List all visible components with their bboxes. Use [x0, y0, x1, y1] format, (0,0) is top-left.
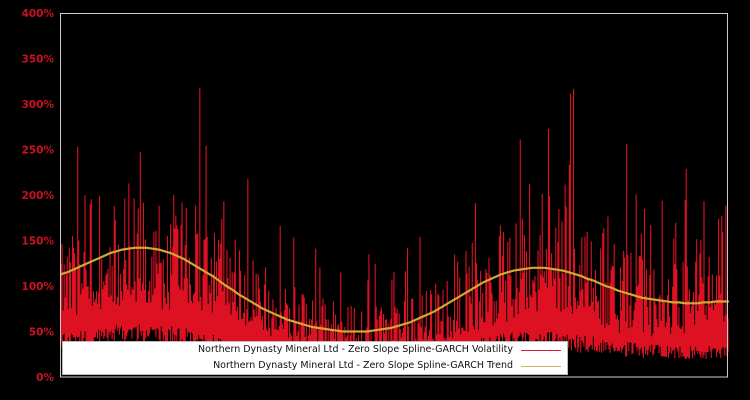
legend-label-volatility: Northern Dynasty Mineral Ltd - Zero Slop… [198, 344, 513, 355]
y-axis-tick-350: 350% [22, 54, 55, 66]
legend-entry-trend[interactable]: Northern Dynasty Mineral Ltd - Zero Slop… [63, 358, 567, 374]
legend-label-trend: Northern Dynasty Mineral Ltd - Zero Slop… [213, 360, 513, 371]
y-axis-tick-400: 400% [22, 8, 55, 20]
chart-legend: Northern Dynasty Mineral Ltd - Zero Slop… [62, 341, 568, 375]
y-axis-tick-50: 50% [29, 327, 55, 339]
y-axis-tick-labels: 0% 50% 100% 150% 200% 250% 300% 350% 400% [22, 8, 55, 384]
y-axis-tick-250: 250% [22, 145, 55, 157]
y-axis-tick-100: 100% [22, 281, 55, 293]
y-axis-tick-150: 150% [22, 236, 55, 248]
y-axis-tick-300: 300% [22, 99, 55, 111]
legend-entry-volatility[interactable]: Northern Dynasty Mineral Ltd - Zero Slop… [63, 342, 567, 358]
trend-series-line [59, 246, 730, 333]
plot-frame-border [60, 13, 728, 378]
y-axis-tick-0: 0% [36, 372, 54, 384]
y-axis-tick-200: 200% [22, 190, 55, 202]
legend-swatch-volatility [521, 349, 561, 351]
legend-swatch-trend [521, 365, 561, 367]
